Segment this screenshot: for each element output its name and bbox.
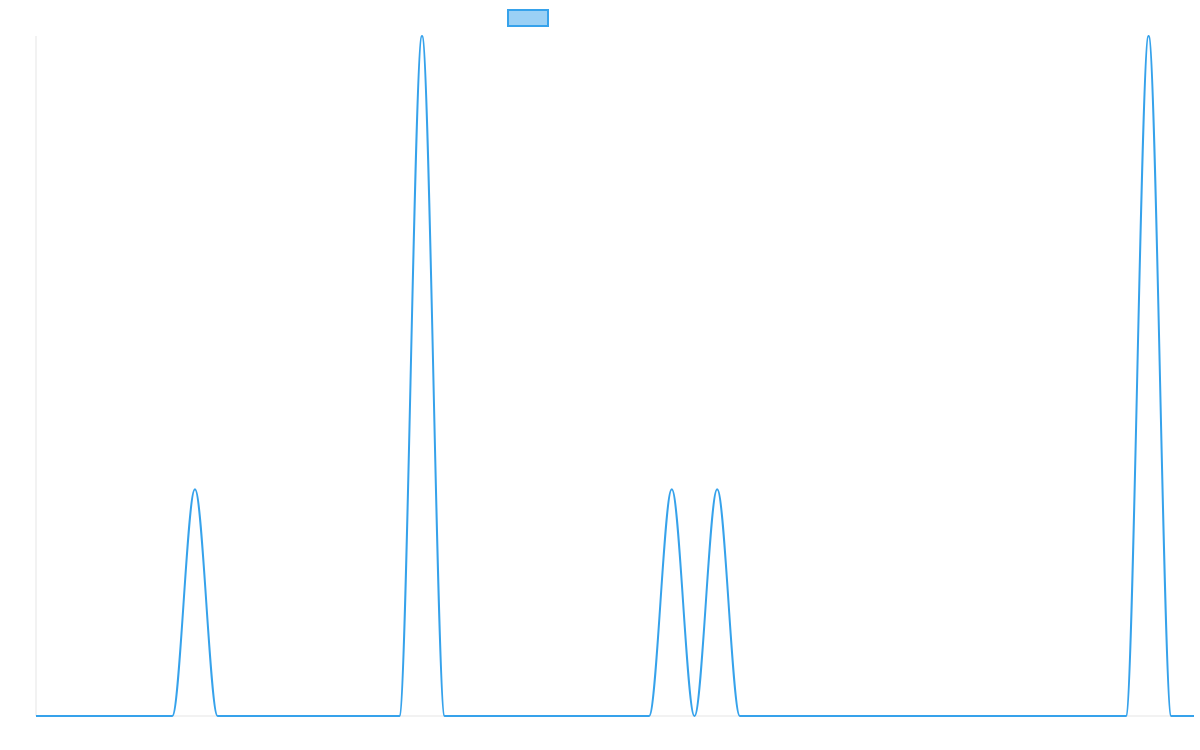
axes bbox=[35, 36, 1194, 717]
legend[interactable] bbox=[507, 9, 549, 27]
series-layer bbox=[36, 35, 1194, 717]
series-line-0 bbox=[36, 35, 1194, 717]
legend-item[interactable] bbox=[507, 9, 549, 27]
legend-swatch[interactable] bbox=[507, 9, 549, 27]
